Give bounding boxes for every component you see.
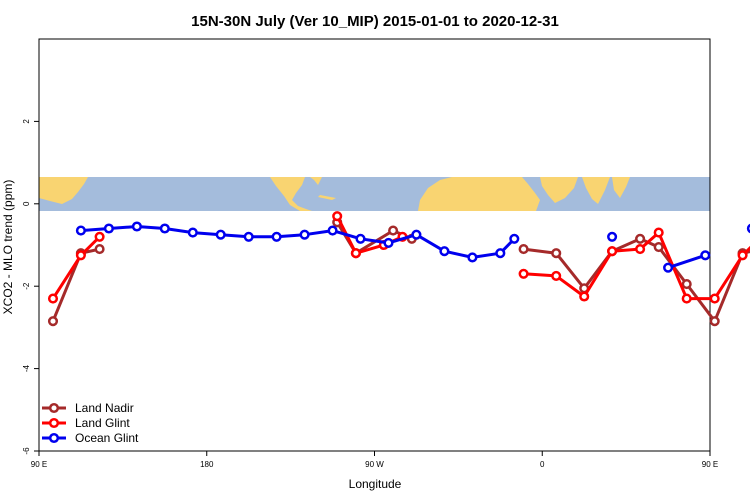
data-point-ocean-glint [103,223,114,234]
data-point-ocean-glint [75,225,86,236]
world-map-band [39,177,710,211]
map-ocean [39,177,710,211]
data-point-land-nadir [551,248,562,259]
data-point-land-glint [350,248,361,259]
data-point-ocean-glint [700,250,711,261]
series-layer [47,211,750,327]
data-point-ocean-glint [187,227,198,238]
data-point-ocean-glint [159,223,170,234]
data-point-land-nadir [635,233,646,244]
data-point-land-glint [681,293,692,304]
y-tick-label: -4 [22,364,31,372]
data-point-ocean-glint [215,229,226,240]
legend-marker-land-nadir [48,402,60,414]
data-point-ocean-glint [467,252,478,263]
series-line-ocean-glint [667,253,706,270]
series-ocean-glint [75,221,750,273]
data-point-land-glint [94,231,105,242]
legend-marker-ocean-glint [48,432,60,444]
y-axis-label: XCO2 - MLO trend (ppm) [1,180,15,315]
data-point-land-nadir [681,279,692,290]
data-point-land-nadir [653,242,664,253]
data-point-ocean-glint [327,225,338,236]
data-point-land-glint [332,211,343,222]
series-line-land-glint [523,231,750,301]
legend-label-land-nadir: Land Nadir [75,401,134,415]
map-land-africa [418,177,540,211]
legend-marker-land-glint [48,417,60,429]
data-point-ocean-glint [299,229,310,240]
y-tick-label: 2 [22,119,31,124]
data-point-land-glint [737,250,748,261]
data-point-ocean-glint [439,246,450,257]
data-point-ocean-glint [131,221,142,232]
data-point-land-nadir [47,316,59,327]
data-point-land-glint [709,293,720,304]
data-point-ocean-glint [355,233,366,244]
map-land-florida [310,177,322,185]
y-axis: -6 -4 -2 0 2 [22,119,39,455]
x-tick-label: 90 E [31,460,47,469]
data-point-land-glint [518,268,529,279]
data-point-land-nadir [518,244,529,255]
series-land-glint [47,211,750,304]
data-point-ocean-glint [411,229,422,240]
map-land-asia-east [39,177,88,204]
data-point-land-glint [607,246,618,257]
data-point-ocean-glint [383,237,394,248]
x-tick-label: 90 E [702,460,718,469]
data-point-land-nadir [388,225,399,236]
x-tick-label: 90 W [365,460,384,469]
y-tick-label: 0 [22,201,31,206]
legend-label-ocean-glint: Ocean Glint [75,431,139,445]
data-point-land-glint [579,291,590,302]
series-line-ocean-glint [80,225,516,259]
plot-frame [38,38,711,452]
x-tick-label: 180 [200,460,214,469]
chart-title: 15N-30N July (Ver 10_MIP) 2015-01-01 to … [191,13,559,30]
data-point-ocean-glint [663,262,674,273]
data-point-land-glint [47,293,59,304]
data-point-land-glint [551,270,562,281]
legend-label-land-glint: Land Glint [75,416,130,430]
data-point-ocean-glint [495,248,506,259]
data-point-ocean-glint [509,233,520,244]
data-point-ocean-glint [607,231,618,242]
data-point-land-nadir [94,244,105,255]
series-line-land-nadir [523,237,750,323]
map-land-caribbean [318,195,336,200]
map-land-north-america [270,177,312,211]
x-tick-label: 0 [540,460,545,469]
data-point-ocean-glint [271,231,282,242]
data-point-land-nadir [709,316,720,327]
data-point-ocean-glint [243,231,254,242]
map-land-india [582,177,610,204]
map-land-arabia [540,177,578,203]
y-tick-label: -2 [22,282,31,290]
map-land-se-asia [612,177,630,198]
data-point-land-glint [635,244,646,255]
data-point-land-glint [75,250,86,261]
y-tick-label: -6 [22,447,31,455]
data-point-land-glint [653,227,664,238]
x-axis-label: Longitude [349,477,402,491]
